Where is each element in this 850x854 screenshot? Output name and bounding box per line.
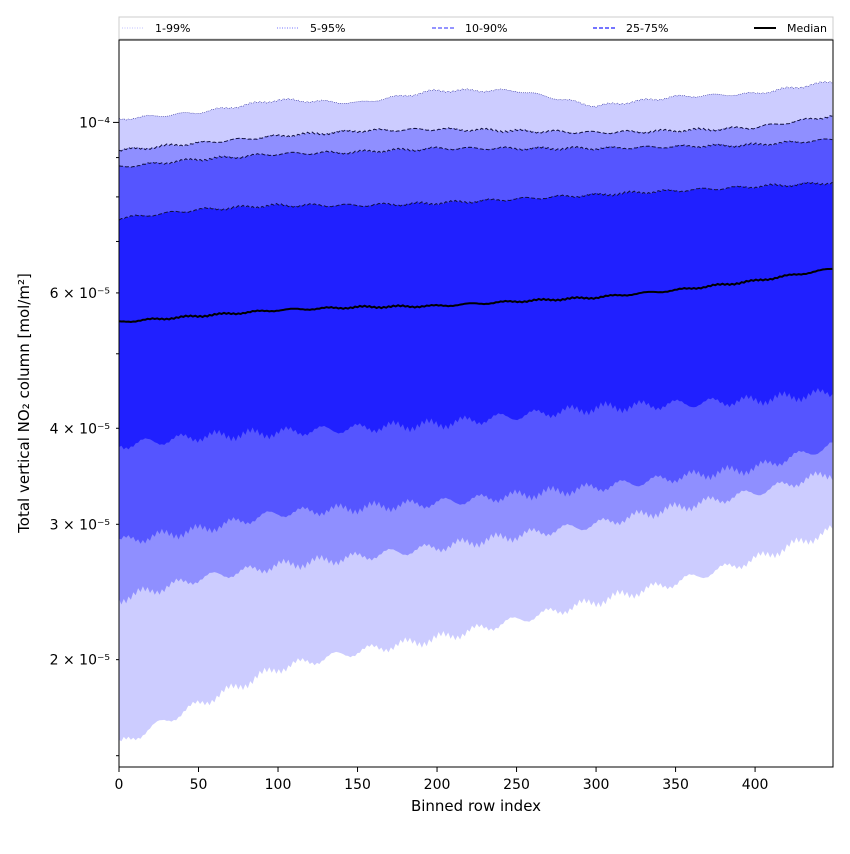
y-tick-label: 10⁻⁴ bbox=[79, 115, 110, 131]
band-25-75% bbox=[119, 181, 833, 450]
median-line bbox=[119, 267, 833, 324]
x-axis-label: Binned row index bbox=[411, 797, 541, 815]
x-tick-label: 200 bbox=[424, 777, 451, 793]
legend-label: Median bbox=[787, 22, 827, 35]
x-tick-label: 0 bbox=[115, 777, 124, 793]
y-axis-label: Total vertical NO₂ column [mol/m²] bbox=[15, 273, 33, 534]
legend-frame bbox=[118, 16, 834, 40]
y-tick-label: 2 × 10⁻⁵ bbox=[50, 653, 110, 669]
x-tick-label: 350 bbox=[662, 777, 689, 793]
x-tick-label: 150 bbox=[344, 777, 371, 793]
y-tick-label: 4 × 10⁻⁵ bbox=[50, 421, 110, 437]
median-layer bbox=[119, 267, 833, 324]
y-tick-label: 6 × 10⁻⁵ bbox=[50, 286, 110, 302]
y-tick-label: 3 × 10⁻⁵ bbox=[50, 517, 110, 533]
legend-label: 10-90% bbox=[465, 22, 507, 35]
legend-label: 25-75% bbox=[626, 22, 668, 35]
legend: 1-99% 5-95% 10-90% 25-75% Median bbox=[118, 16, 834, 40]
x-tick-label: 400 bbox=[742, 777, 769, 793]
band-edge-1-99% bbox=[119, 81, 833, 121]
legend-label: 5-95% bbox=[310, 22, 345, 35]
y-axis: 10⁻⁴ 2 × 10⁻⁵ 3 × 10⁻⁵ 4 × 10⁻⁵ 6 × 10⁻⁵ bbox=[50, 115, 119, 757]
legend-label: 1-99% bbox=[155, 22, 190, 35]
band-edge-25-75% bbox=[119, 181, 833, 221]
plot-frame bbox=[118, 39, 834, 768]
x-axis: 0 50 100 150 200 250 300 350 400 bbox=[115, 767, 769, 793]
x-tick-label: 300 bbox=[583, 777, 610, 793]
band-edge-5-95% bbox=[119, 115, 833, 152]
band-edge-10-90% bbox=[119, 138, 833, 168]
x-tick-label: 50 bbox=[190, 777, 208, 793]
x-tick-label: 100 bbox=[265, 777, 292, 793]
percentile-bands bbox=[119, 81, 833, 742]
x-tick-label: 250 bbox=[503, 777, 530, 793]
